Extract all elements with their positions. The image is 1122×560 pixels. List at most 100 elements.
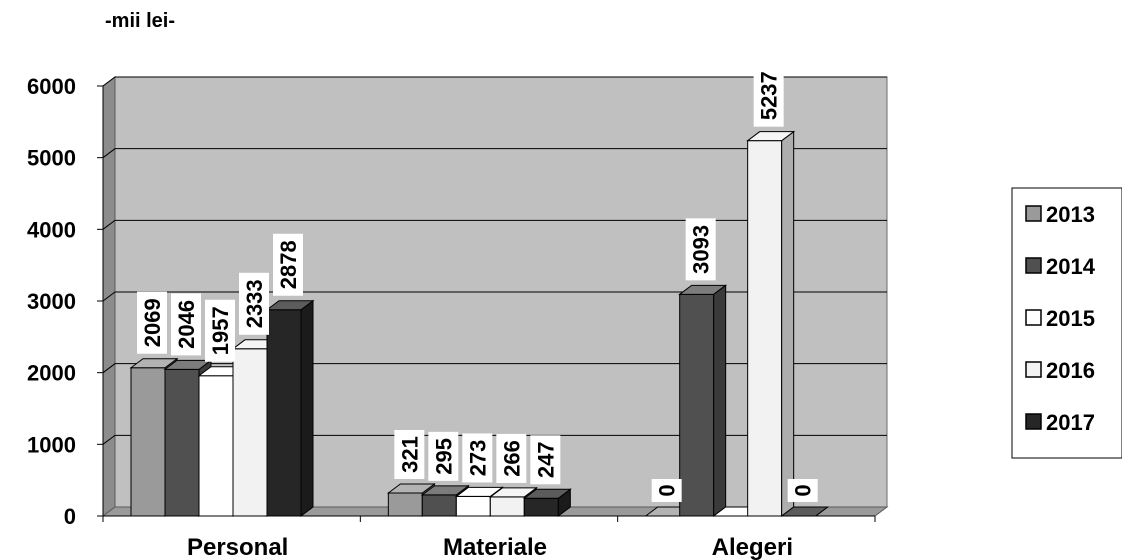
y-tick-label: 1000 — [27, 432, 76, 457]
legend-label: 2015 — [1046, 306, 1095, 331]
bar-side — [781, 130, 795, 517]
bar-top — [420, 485, 470, 496]
y-tick-label: 4000 — [27, 217, 76, 242]
gridline — [102, 434, 887, 445]
data-label: 5237 — [753, 64, 784, 127]
data-label: 2046 — [171, 293, 201, 356]
data-label-box — [753, 64, 784, 127]
data-label-text: 5237 — [757, 71, 782, 120]
bar-top — [522, 488, 572, 499]
legend-swatch — [1025, 205, 1042, 222]
bar-top — [678, 284, 728, 295]
data-label: 295 — [428, 431, 459, 481]
bar-top — [488, 487, 538, 498]
gridline — [102, 148, 887, 159]
bar-front — [164, 368, 200, 517]
data-label-text: 247 — [533, 441, 558, 478]
legend: 2013 2014 2015 2016 2017 — [1011, 187, 1122, 459]
category-label: Personal — [187, 534, 288, 560]
data-label: 2069 — [137, 291, 167, 354]
bar — [678, 284, 728, 517]
bar-side — [300, 299, 314, 517]
bars — [129, 130, 830, 517]
data-label: 247 — [530, 435, 561, 485]
data-label-box — [272, 233, 303, 296]
data-label-text: 266 — [499, 440, 524, 477]
data-label-box — [530, 435, 561, 485]
bar-top — [129, 358, 179, 369]
data-label-text: 321 — [397, 436, 422, 473]
data-label-box — [205, 299, 235, 362]
data-label-text: 2046 — [174, 300, 199, 349]
bar-front — [232, 348, 268, 517]
y-tick-label: 5000 — [27, 146, 76, 171]
bar — [746, 130, 796, 517]
data-label: 3093 — [685, 218, 716, 281]
data-label: 2878 — [272, 233, 303, 296]
bar-front — [198, 375, 234, 517]
legend-label: 2016 — [1046, 358, 1095, 383]
data-label: 2333 — [239, 272, 269, 335]
data-label: 273 — [462, 433, 493, 483]
legend-item: 2017 — [1025, 410, 1095, 435]
data-label-text: 2878 — [276, 240, 301, 289]
data-label: 266 — [496, 433, 527, 483]
bar — [522, 488, 572, 517]
data-label-box — [171, 293, 201, 356]
gridline — [102, 76, 887, 87]
bar-top — [746, 131, 796, 142]
y-tick-label: 2000 — [27, 361, 76, 386]
legend-label: 2013 — [1046, 202, 1095, 227]
data-label-box — [239, 272, 269, 335]
x-axis: Personal Materiale Alegeri — [102, 515, 876, 560]
bar-front — [747, 140, 783, 517]
data-label: 1957 — [205, 299, 235, 362]
data-labels: 2069 321 0 2046 295 3093 1957 273 2333 266 5237 287… — [137, 64, 818, 502]
data-label-box — [428, 431, 459, 481]
data-label-box — [394, 429, 425, 479]
bar-front — [387, 492, 423, 517]
data-label-text: 1957 — [208, 306, 233, 355]
data-label-text: 0 — [655, 484, 680, 496]
data-label-text: 3093 — [689, 225, 714, 274]
data-label: 321 — [394, 429, 425, 479]
unit-label: -mii lei- — [105, 10, 175, 32]
data-label-text: 0 — [791, 484, 816, 496]
gridline — [102, 219, 887, 230]
bar-top — [780, 506, 830, 517]
legend-item: 2014 — [1025, 254, 1096, 279]
bar-front — [523, 497, 559, 517]
legend-item: 2013 — [1025, 202, 1095, 227]
data-label-text: 2333 — [242, 279, 267, 328]
legend-swatch — [1025, 257, 1042, 274]
data-label-box — [651, 479, 682, 502]
bar-top — [265, 300, 315, 311]
data-label-text: 2069 — [140, 298, 165, 347]
bar-side — [713, 284, 727, 517]
legend-swatch — [1025, 309, 1042, 326]
legend-swatch — [1025, 413, 1042, 430]
category-label: Materiale — [443, 534, 547, 560]
y-tick-label: 3000 — [27, 289, 76, 314]
data-label: 0 — [651, 479, 682, 502]
y-tick-label: 6000 — [27, 74, 76, 99]
gridline — [102, 291, 887, 302]
bar-top — [454, 486, 504, 497]
bar-front — [455, 495, 491, 517]
legend-swatch — [1025, 361, 1042, 378]
data-label-box — [137, 291, 167, 354]
y-tick-label: 0 — [64, 504, 76, 529]
bar-front — [679, 293, 715, 517]
legend-label: 2014 — [1046, 254, 1096, 279]
category-label: Alegeri — [712, 534, 793, 560]
data-label: 0 — [787, 479, 818, 502]
bar — [265, 299, 315, 517]
legend-label: 2017 — [1046, 410, 1095, 435]
y-axis: 0 1000 2000 3000 4000 5000 6000 — [27, 74, 104, 529]
data-label-text: 295 — [431, 438, 456, 475]
bar — [780, 506, 830, 517]
data-label-text: 273 — [465, 440, 490, 477]
data-label-box — [462, 433, 493, 483]
data-label-box — [496, 433, 527, 483]
